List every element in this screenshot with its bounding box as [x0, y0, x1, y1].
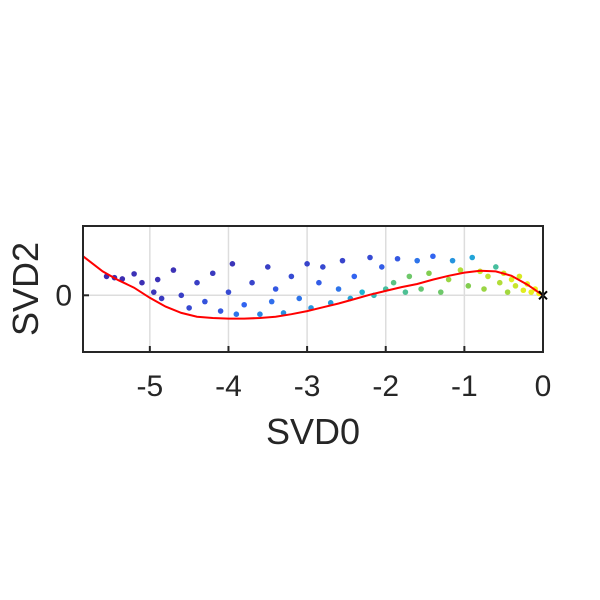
- scatter-point: [508, 276, 515, 283]
- scatter-point: [186, 305, 192, 311]
- scatter-point: [512, 283, 519, 289]
- scatter-point: [485, 273, 491, 280]
- scatter-point: [296, 295, 303, 302]
- scatter-point: [426, 270, 432, 277]
- scatter-point: [457, 267, 464, 273]
- x-tick-label: -3: [294, 370, 321, 403]
- scatter-point: [496, 279, 503, 286]
- scatter-point: [414, 257, 420, 264]
- scatter-point: [229, 261, 236, 267]
- scatter-point: [304, 261, 310, 267]
- x-tick-label: 0: [535, 370, 552, 403]
- scatter-point: [469, 254, 476, 261]
- scatter-point: [264, 264, 271, 270]
- scatter-point: [379, 264, 385, 270]
- scatter-point: [528, 289, 535, 295]
- scatter-point: [390, 279, 397, 286]
- scatter-point: [131, 271, 137, 277]
- grid-lines: [83, 226, 544, 352]
- scatter-point: [418, 286, 424, 292]
- x-tick-label: -5: [136, 370, 163, 403]
- scatter-point: [520, 287, 527, 294]
- plot-area: [83, 253, 548, 320]
- scatter-point: [272, 286, 279, 292]
- scatter-point: [316, 279, 322, 286]
- scatter-point: [154, 276, 161, 283]
- scatter-point: [178, 292, 185, 299]
- scatter-point: [359, 289, 365, 295]
- axis-ticks: -5 -4 -3 -2 -1 0 0: [55, 279, 551, 403]
- scatter-point: [481, 286, 487, 292]
- scatter-point: [465, 283, 472, 289]
- x-tick-label: -2: [372, 370, 399, 403]
- scatter-point: [394, 255, 401, 262]
- scatter-point: [339, 257, 346, 264]
- scatter-point: [170, 267, 177, 273]
- scatter-point: [516, 273, 523, 280]
- x-tick-label: -1: [451, 370, 478, 403]
- scatter-point: [335, 286, 342, 292]
- scatter-point: [233, 311, 240, 318]
- scatter-point: [150, 289, 157, 295]
- scatter-point: [493, 264, 499, 270]
- scatter-point: [257, 311, 263, 318]
- scatter-point: [402, 289, 409, 295]
- scatter-point: [202, 298, 208, 305]
- scatter-point: [449, 257, 456, 264]
- scatter-point: [241, 301, 247, 308]
- scatter-point: [288, 273, 295, 280]
- scatter-point: [139, 279, 145, 286]
- y-tick-label: 0: [55, 279, 72, 312]
- scatter-point: [406, 273, 413, 280]
- scatter-point: [194, 279, 200, 286]
- scatter-point: [367, 254, 373, 261]
- scatter-point: [430, 253, 436, 260]
- scatter-point: [268, 298, 275, 305]
- plot-series: [83, 253, 543, 320]
- scatter-point: [217, 308, 224, 314]
- scatter-point: [351, 273, 358, 280]
- scatter-point: [320, 264, 326, 270]
- fitted-curve: [83, 255, 543, 320]
- scatter-point: [445, 276, 452, 283]
- y-axis-label: SVD2: [5, 242, 46, 336]
- scatter-point: [158, 295, 165, 302]
- scatter-point: [249, 279, 255, 286]
- x-tick-label: -4: [215, 370, 242, 403]
- scatter-point: [437, 289, 444, 295]
- scatter-point: [504, 289, 511, 295]
- x-axis-label: SVD0: [266, 411, 360, 452]
- scatter-point: [209, 270, 216, 277]
- scatter-point: [225, 289, 232, 295]
- axes-frame: [82, 225, 544, 353]
